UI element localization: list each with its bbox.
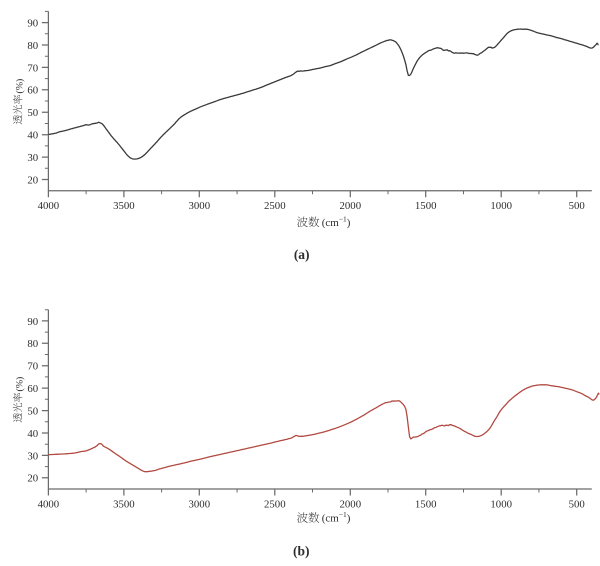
svg-text:80: 80: [27, 338, 38, 350]
svg-text:1000: 1000: [490, 498, 512, 510]
svg-text:30: 30: [27, 152, 38, 164]
svg-text:3500: 3500: [113, 200, 135, 212]
svg-text:2500: 2500: [264, 200, 286, 212]
svg-text:60: 60: [27, 383, 38, 395]
svg-text:50: 50: [27, 107, 38, 119]
svg-text:(cm−1): (cm−1): [322, 215, 351, 230]
svg-text:(cm−1): (cm−1): [322, 510, 351, 525]
svg-text:2500: 2500: [264, 498, 286, 510]
svg-text:4000: 4000: [38, 498, 60, 510]
svg-text:3000: 3000: [189, 498, 211, 510]
svg-text:3000: 3000: [189, 200, 211, 212]
svg-text:1500: 1500: [415, 498, 437, 510]
svg-text:500: 500: [569, 498, 585, 510]
svg-text:2000: 2000: [340, 200, 362, 212]
svg-text:1500: 1500: [415, 200, 437, 212]
svg-text:(a): (a): [294, 247, 310, 262]
svg-text:1000: 1000: [490, 200, 512, 212]
svg-text:40: 40: [27, 428, 38, 440]
svg-text:30: 30: [27, 450, 38, 462]
svg-text:(b): (b): [293, 544, 310, 559]
svg-text:60: 60: [27, 85, 38, 97]
svg-text:70: 70: [27, 361, 38, 373]
svg-text:4000: 4000: [38, 200, 60, 212]
svg-text:20: 20: [27, 174, 38, 186]
svg-text:2000: 2000: [340, 498, 362, 510]
svg-text:3500: 3500: [113, 498, 135, 510]
svg-text:500: 500: [569, 200, 585, 212]
svg-text:(%): (%): [14, 377, 25, 392]
svg-text:90: 90: [27, 316, 38, 328]
svg-text:80: 80: [27, 40, 38, 52]
svg-text:90: 90: [27, 18, 38, 30]
svg-text:50: 50: [27, 406, 38, 418]
svg-text:20: 20: [27, 473, 38, 485]
svg-text:40: 40: [27, 130, 38, 142]
svg-text:(%): (%): [14, 79, 25, 94]
svg-text:70: 70: [27, 62, 38, 74]
